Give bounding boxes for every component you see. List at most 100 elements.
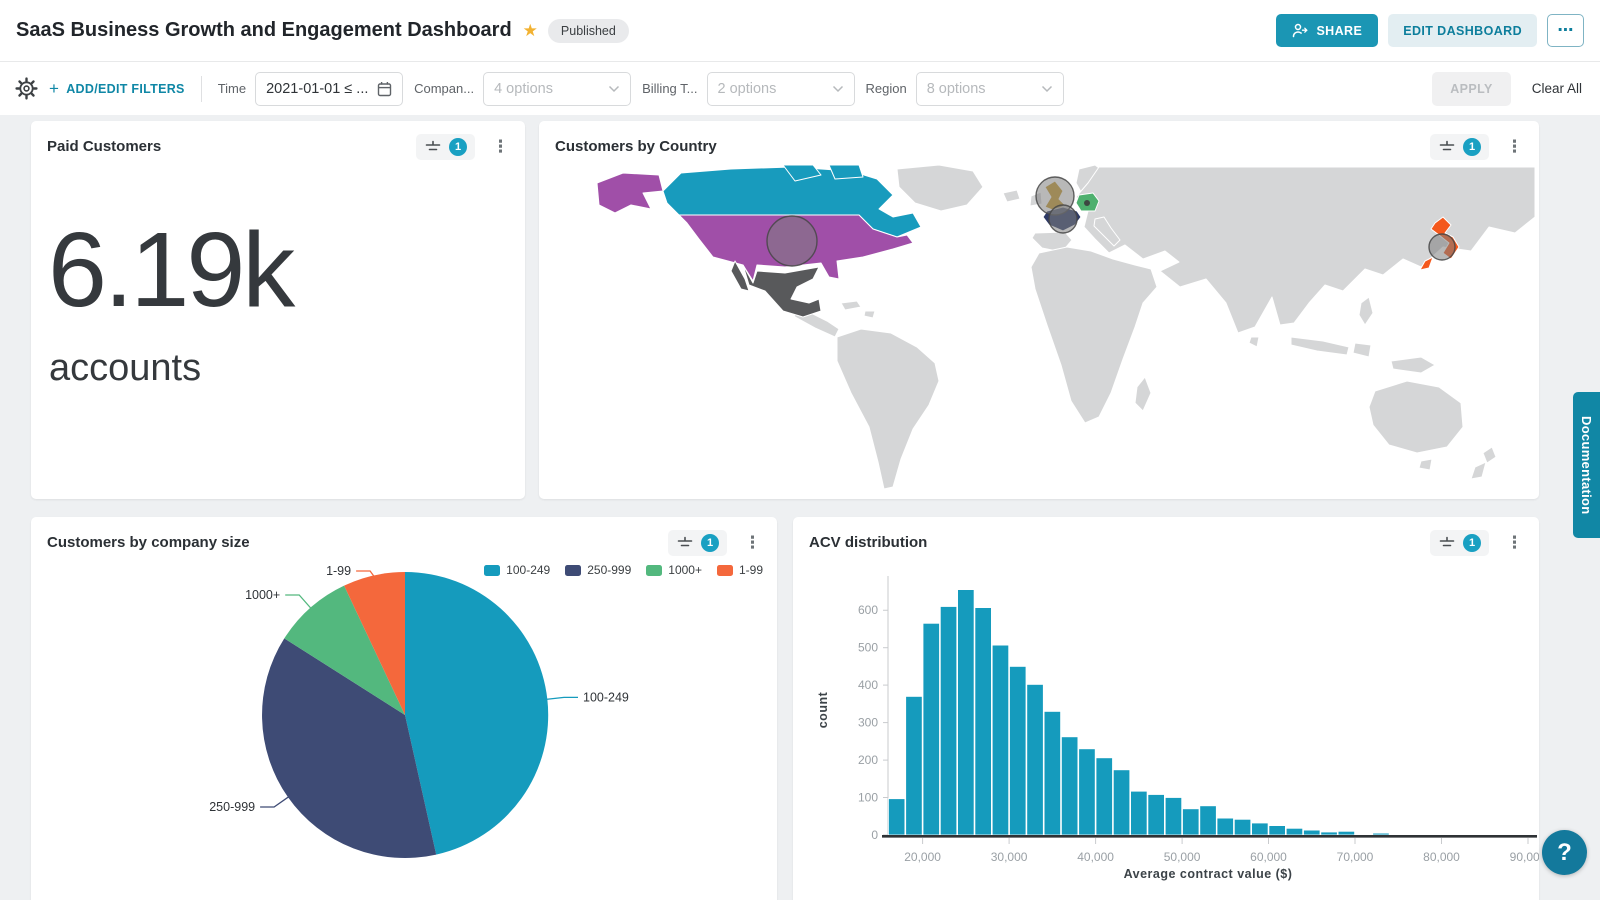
legend-label: 250-999: [587, 563, 632, 577]
x-tick-label: 60,000: [1250, 850, 1287, 864]
histogram-bar[interactable]: [1182, 808, 1200, 836]
settings-gear-button[interactable]: [15, 77, 38, 100]
histogram-bar[interactable]: [922, 622, 940, 836]
filter-count-badge: 1: [1463, 137, 1481, 156]
histogram-bar[interactable]: [1078, 748, 1096, 836]
billing-type-select[interactable]: 2 options: [706, 71, 855, 106]
histogram-bar[interactable]: [1355, 833, 1373, 836]
histogram-bar[interactable]: [1112, 769, 1131, 836]
widget-filter-chip[interactable]: 1: [1430, 133, 1489, 160]
pie-slice-100-249[interactable]: [405, 571, 549, 855]
histogram-bar[interactable]: [1043, 710, 1062, 836]
filter-billing-type: Billing T... 2 options: [642, 71, 855, 106]
widget-menu-button[interactable]: ⋮: [488, 136, 513, 157]
histogram-bar[interactable]: [1199, 805, 1217, 836]
histogram-bar[interactable]: [1285, 827, 1304, 836]
widget-menu-button[interactable]: ⋮: [1502, 532, 1527, 553]
histogram-bar[interactable]: [1233, 818, 1252, 836]
legend-item-1000+[interactable]: 1000+: [646, 563, 702, 577]
legend-label: 1000+: [668, 563, 702, 577]
filter-count-badge: 1: [701, 533, 719, 552]
plus-icon: +: [49, 79, 60, 98]
map-country-mexico-baja[interactable]: [730, 260, 750, 292]
more-options-button[interactable]: ⋯: [1547, 14, 1584, 47]
company-size-card: Customers by company size 1 ⋮ 100-249 250…: [31, 517, 777, 900]
legend-item-100-249[interactable]: 100-249: [484, 563, 550, 577]
documentation-tab[interactable]: Documentation: [1573, 392, 1600, 538]
legend-swatch: [646, 564, 663, 576]
histogram-bar[interactable]: [1095, 757, 1113, 836]
company-size-value: 4 options: [494, 80, 553, 97]
histogram-bar[interactable]: [1147, 794, 1165, 836]
filter-time: Time 2021-01-01 ≤ ...: [217, 71, 404, 106]
pie-slice-label: 100-249: [583, 690, 629, 704]
clear-all-button[interactable]: Clear All: [1531, 81, 1582, 96]
map-bubble-germany[interactable]: [1084, 200, 1090, 206]
pie-slice-250-999[interactable]: [262, 638, 437, 859]
histogram-bar[interactable]: [1303, 829, 1321, 836]
calendar-icon: [377, 81, 392, 96]
histogram-bar[interactable]: [1130, 790, 1148, 836]
edit-dashboard-button[interactable]: EDIT DASHBOARD: [1388, 14, 1537, 47]
share-button[interactable]: SHARE: [1276, 14, 1379, 47]
pie-slice-label: 1-99: [326, 564, 351, 578]
filter-bar: + ADD/EDIT FILTERS Time 2021-01-01 ≤ ...…: [0, 62, 1600, 115]
region-select[interactable]: 8 options: [915, 71, 1064, 106]
x-tick-label: 70,000: [1337, 850, 1374, 864]
region-value: 8 options: [926, 80, 986, 97]
histogram-bar[interactable]: [1251, 822, 1269, 836]
map-country-canada-arctic[interactable]: [782, 164, 822, 182]
histogram-bar[interactable]: [1216, 817, 1234, 836]
map-country-canada-arctic[interactable]: [828, 164, 864, 180]
histogram-bar[interactable]: [1026, 684, 1044, 836]
map-country-alaska[interactable]: [596, 172, 664, 214]
favorite-star-icon[interactable]: ★: [522, 20, 538, 40]
y-tick-label: 0: [871, 828, 878, 842]
map-country-mexico[interactable]: [742, 264, 822, 318]
chevron-down-icon: [832, 85, 843, 92]
histogram-bar[interactable]: [888, 798, 906, 836]
legend-item-250-999[interactable]: 250-999: [565, 563, 631, 577]
histogram-bar[interactable]: [957, 589, 975, 836]
time-range-input[interactable]: 2021-01-01 ≤ ...: [255, 71, 404, 106]
status-badge: Published: [547, 18, 629, 43]
histogram-bar[interactable]: [1060, 736, 1079, 836]
x-tick-label: 20,000: [904, 850, 941, 864]
map-country-japan-south[interactable]: [1419, 256, 1434, 271]
filter-billing-type-label: Billing T...: [642, 81, 698, 96]
histogram-bar[interactable]: [1009, 666, 1027, 836]
funnel-filter-icon: [677, 536, 693, 547]
pie-callout-line: [356, 570, 375, 577]
histogram-bar[interactable]: [991, 644, 1010, 836]
paid-customers-title: Paid Customers: [47, 138, 162, 155]
histogram-bar[interactable]: [1337, 830, 1355, 836]
pie-slice-1-99[interactable]: [344, 572, 405, 715]
widget-filter-chip[interactable]: 1: [1430, 529, 1489, 556]
histogram-bar[interactable]: [974, 607, 992, 836]
map-bubble-japan[interactable]: [1428, 233, 1456, 261]
map-bubble-usa[interactable]: [766, 215, 818, 267]
apply-button[interactable]: APPLY: [1432, 71, 1511, 106]
map-bubble-france[interactable]: [1048, 204, 1078, 234]
legend-item-1-99[interactable]: 1-99: [716, 563, 763, 577]
histogram-bar[interactable]: [939, 606, 958, 836]
paid-customers-value: 6.19k: [48, 211, 295, 329]
widget-filter-chip[interactable]: 1: [668, 529, 727, 556]
histogram-bar[interactable]: [1372, 832, 1390, 836]
company-size-select[interactable]: 4 options: [483, 71, 632, 106]
widget-menu-button[interactable]: ⋮: [740, 532, 765, 553]
filter-count-badge: 1: [449, 137, 467, 156]
widget-menu-button[interactable]: ⋮: [1502, 136, 1527, 157]
help-button[interactable]: ?: [1542, 830, 1587, 875]
y-axis-title: count: [816, 691, 830, 728]
pie-slice-1000+[interactable]: [284, 585, 405, 715]
paid-customers-unit: accounts: [49, 347, 202, 389]
histogram-bar[interactable]: [905, 695, 923, 836]
widget-filter-chip[interactable]: 1: [416, 133, 475, 160]
histogram-bar[interactable]: [1268, 825, 1286, 836]
histogram-bar[interactable]: [1320, 831, 1338, 836]
filter-time-label: Time: [217, 81, 247, 96]
histogram-bar[interactable]: [1164, 797, 1183, 836]
pie-slice-label: 1000+: [245, 588, 280, 602]
add-edit-filters-button[interactable]: + ADD/EDIT FILTERS: [49, 80, 185, 97]
